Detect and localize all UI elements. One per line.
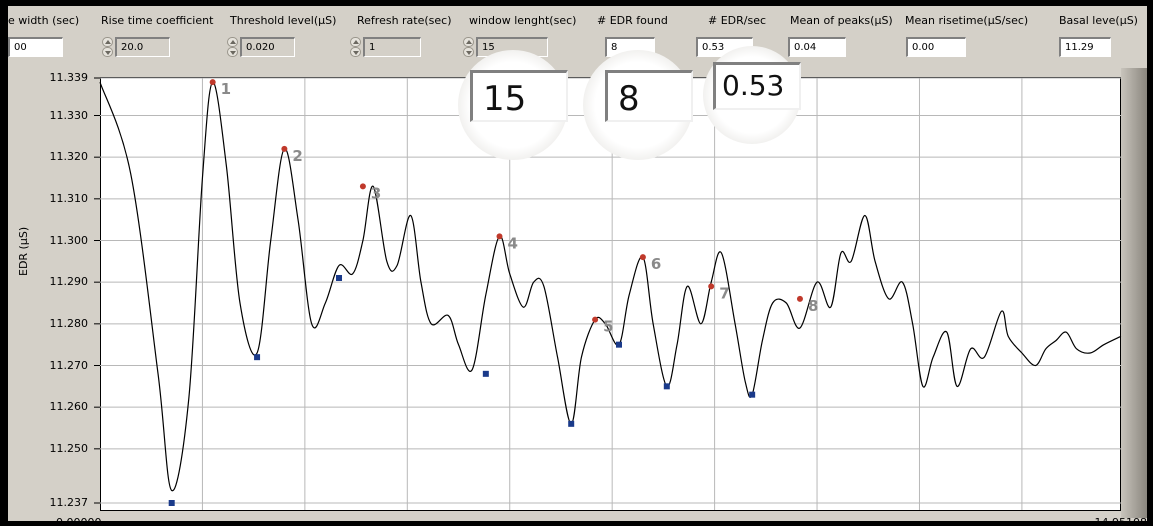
mean-risetime-field[interactable]: 0.00 (906, 37, 966, 57)
basal-level-label: Basal leve(µS) (1059, 14, 1138, 27)
magnified-edr-found-value: 8 (618, 79, 640, 119)
y-tick-label: 11.310 (49, 191, 89, 205)
threshold-level-label: Threshold level(µS) (230, 14, 337, 27)
y-tick-label: 11.237 (49, 496, 89, 509)
peak-marker (359, 183, 366, 190)
peak-marker (708, 283, 715, 290)
decrement-arrow-icon[interactable] (350, 47, 361, 57)
x-tick-label: 0.00000 (56, 516, 102, 521)
trough-marker (254, 354, 261, 361)
threshold-level-field[interactable]: 0.020 (240, 37, 295, 57)
peak-label: 2 (292, 147, 302, 165)
magnified-window-value: 15 (483, 79, 527, 119)
magnified-window-field: 15 (470, 70, 568, 122)
increment-arrow-icon[interactable] (350, 37, 361, 47)
peak-label: 8 (808, 297, 818, 315)
y-axis-label: EDR (µS) (17, 226, 30, 276)
peak-marker (209, 79, 216, 86)
mean-of-peaks-label: Mean of peaks(µS) (790, 14, 893, 27)
peak-label: 4 (507, 234, 517, 252)
rise-time-coefficient-field[interactable]: 20.0 (115, 37, 170, 57)
rise-time-coefficient-stepper[interactable] (102, 37, 113, 57)
increment-arrow-icon[interactable] (227, 37, 238, 47)
y-tick-label: 11.290 (49, 275, 89, 289)
x-tick-label: 14.95108 (1095, 516, 1148, 521)
increment-arrow-icon[interactable] (463, 37, 474, 47)
window-length-stepper[interactable] (463, 37, 474, 57)
refresh-rate-field[interactable]: 1 (363, 37, 421, 57)
magnifier-window: 15 (458, 50, 568, 160)
peak-marker (639, 254, 646, 261)
peak-marker (496, 233, 503, 240)
refresh-rate-label: Refresh rate(sec) (357, 14, 452, 27)
pulse-width-label: e width (sec) (8, 14, 80, 27)
y-tick-label: 11.280 (49, 316, 89, 330)
trough-marker (568, 420, 575, 427)
mean-of-peaks-field[interactable]: 0.04 (788, 37, 846, 57)
y-tick-label: 11.260 (49, 400, 89, 414)
basal-level-field[interactable]: 11.29 (1059, 37, 1111, 57)
trough-marker (168, 500, 175, 506)
y-tick-label: 11.270 (49, 358, 89, 372)
magnified-edr-rate-value: 0.53 (722, 69, 785, 102)
edr-chart: 1 2 3 4 5 6 7 8 (94, 77, 1122, 510)
rise-time-coefficient-label: Rise time coefficient (101, 14, 214, 27)
increment-arrow-icon[interactable] (102, 37, 113, 47)
trough-marker (749, 391, 756, 398)
window-length-label: window lenght(sec) (469, 14, 577, 27)
trough-marker (663, 383, 670, 390)
decrement-arrow-icon[interactable] (227, 47, 238, 57)
trough-marker (615, 341, 622, 348)
edr-per-sec-label: # EDR/sec (708, 14, 767, 27)
trough-marker (336, 275, 343, 281)
y-tick-label: 11.300 (49, 233, 89, 247)
magnifier-edr-found: 8 (583, 50, 693, 160)
peak-label: 5 (603, 318, 613, 336)
pulse-width-field[interactable]: 00 (8, 37, 63, 57)
peak-label: 3 (371, 184, 381, 202)
edr-found-label: # EDR found (597, 14, 668, 27)
magnifier-edr-rate: 0.53 (703, 46, 801, 144)
peak-label: 1 (221, 80, 231, 98)
y-tick-label: 11.250 (49, 441, 89, 455)
peak-marker (592, 316, 599, 323)
peak-marker (281, 145, 288, 152)
decrement-arrow-icon[interactable] (102, 47, 113, 57)
front-panel: e width (sec) 00 Rise time coefficient 20.0… (8, 6, 1147, 521)
y-tick-label: 11.320 (49, 150, 89, 164)
peak-marker (796, 295, 803, 302)
trough-marker (482, 370, 489, 377)
magnified-edr-rate-field: 0.53 (713, 62, 801, 110)
threshold-level-stepper[interactable] (227, 37, 238, 57)
y-tick-label: 11.339 (49, 71, 89, 84)
decrement-arrow-icon[interactable] (463, 47, 474, 57)
y-tick-label: 11.330 (49, 108, 89, 122)
magnified-edr-found-field: 8 (605, 70, 693, 122)
peak-label: 7 (719, 284, 729, 302)
peak-label: 6 (651, 255, 661, 273)
mean-risetime-label: Mean risetime(µS/sec) (905, 14, 1029, 27)
plot-scrollbar[interactable] (1121, 68, 1147, 518)
refresh-rate-stepper[interactable] (350, 37, 361, 57)
